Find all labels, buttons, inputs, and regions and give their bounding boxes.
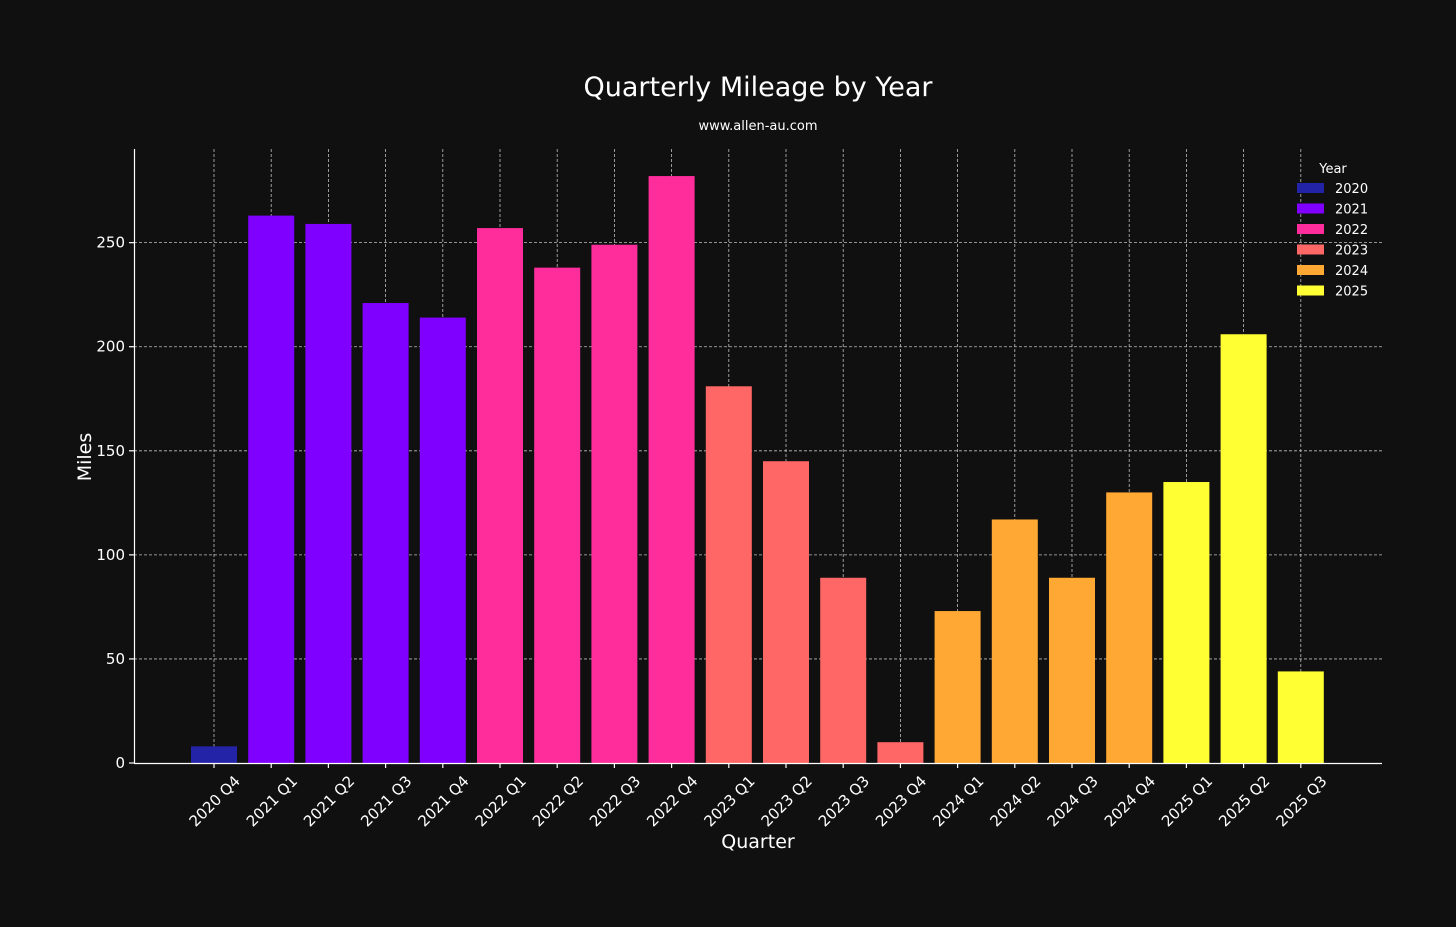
legend-label-2025: 2025 bbox=[1335, 285, 1368, 300]
bar-2023-q1 bbox=[705, 386, 752, 763]
x-axis-label: Quarter bbox=[721, 831, 795, 853]
bar-2022-q1 bbox=[477, 228, 523, 763]
bar-2023-q4 bbox=[877, 742, 924, 763]
y-tick-label: 150 bbox=[96, 442, 125, 460]
legend-swatch-2023 bbox=[1297, 244, 1324, 255]
legend-label-2023: 2023 bbox=[1335, 244, 1368, 259]
bar-2021-q3 bbox=[362, 303, 409, 763]
legend-label-2024: 2024 bbox=[1335, 264, 1368, 279]
bar-2024-q1 bbox=[934, 611, 981, 763]
y-ticks: 0 50 100 150 200 250 bbox=[96, 234, 134, 772]
bar-2020-q4 bbox=[191, 746, 237, 763]
bar-2025-q2 bbox=[1220, 334, 1267, 763]
legend-swatch-2021 bbox=[1297, 203, 1324, 214]
legend-title: Year bbox=[1318, 162, 1347, 177]
bar-2023-q2 bbox=[763, 461, 809, 763]
legend-label-2021: 2021 bbox=[1335, 203, 1368, 218]
legend-swatch-2020 bbox=[1297, 183, 1324, 193]
legend: Year 2020 2021 2022 2023 2024 2025 bbox=[1297, 162, 1368, 300]
legend-label-2022: 2022 bbox=[1335, 223, 1368, 238]
bar-2024-q2 bbox=[991, 519, 1038, 763]
y-tick-label: 50 bbox=[106, 650, 125, 668]
bar-2024-q4 bbox=[1106, 492, 1153, 763]
bar-2021-q2 bbox=[305, 223, 352, 763]
bar-2022-q2 bbox=[534, 267, 581, 763]
y-tick-label: 100 bbox=[96, 546, 125, 564]
bar-2024-q3 bbox=[1049, 577, 1095, 763]
y-tick-label: 200 bbox=[96, 338, 125, 356]
y-tick-label: 250 bbox=[96, 234, 125, 252]
legend-label-2020: 2020 bbox=[1335, 182, 1368, 197]
bar-2021-q1 bbox=[248, 215, 295, 763]
y-tick-label: 0 bbox=[115, 754, 125, 772]
bar-2025-q1 bbox=[1163, 482, 1210, 763]
legend-swatch-2025 bbox=[1297, 285, 1324, 296]
bar-2022-q3 bbox=[591, 244, 638, 763]
legend-swatch-2024 bbox=[1297, 265, 1324, 275]
bar-2022-q4 bbox=[648, 176, 695, 764]
bar-2021-q4 bbox=[419, 317, 466, 763]
bar-2023-q3 bbox=[820, 577, 867, 763]
bars bbox=[191, 176, 1324, 764]
chart-title: Quarterly Mileage by Year bbox=[583, 72, 933, 103]
legend-swatch-2022 bbox=[1297, 224, 1324, 234]
y-axis-label: Miles bbox=[74, 433, 96, 482]
chart-subtitle: www.allen-au.com bbox=[698, 119, 817, 134]
bar-2025-q3 bbox=[1277, 671, 1324, 763]
